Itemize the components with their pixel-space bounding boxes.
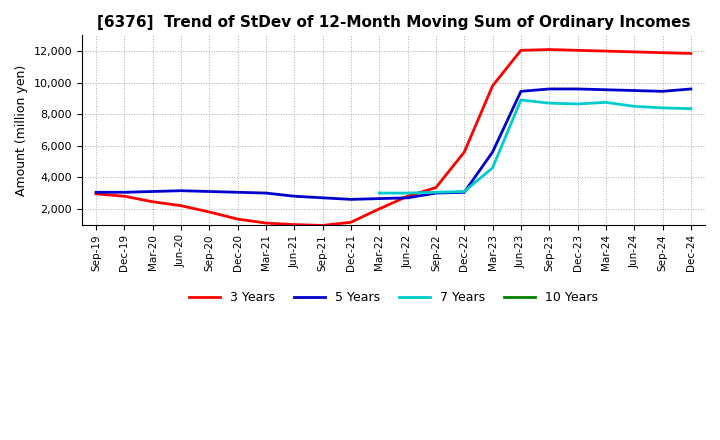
5 Years bbox=[403, 195, 412, 201]
7 Years bbox=[686, 106, 695, 111]
Line: 5 Years: 5 Years bbox=[96, 89, 690, 199]
3 Years bbox=[290, 222, 299, 227]
3 Years bbox=[545, 47, 554, 52]
5 Years bbox=[658, 89, 667, 94]
7 Years bbox=[630, 104, 639, 109]
3 Years bbox=[601, 48, 610, 54]
3 Years bbox=[573, 48, 582, 53]
5 Years bbox=[630, 88, 639, 93]
5 Years bbox=[545, 86, 554, 92]
7 Years bbox=[573, 101, 582, 106]
3 Years bbox=[403, 194, 412, 199]
3 Years bbox=[658, 50, 667, 55]
3 Years bbox=[318, 223, 327, 228]
5 Years bbox=[431, 191, 440, 196]
3 Years bbox=[431, 185, 440, 190]
3 Years bbox=[148, 199, 157, 205]
5 Years bbox=[233, 190, 242, 195]
Y-axis label: Amount (million yen): Amount (million yen) bbox=[15, 64, 28, 196]
5 Years bbox=[573, 86, 582, 92]
5 Years bbox=[346, 197, 355, 202]
7 Years bbox=[601, 100, 610, 105]
3 Years bbox=[630, 49, 639, 55]
5 Years bbox=[290, 194, 299, 199]
5 Years bbox=[686, 86, 695, 92]
Line: 3 Years: 3 Years bbox=[96, 50, 690, 225]
3 Years bbox=[460, 150, 469, 155]
5 Years bbox=[176, 188, 185, 193]
3 Years bbox=[686, 51, 695, 56]
Title: [6376]  Trend of StDev of 12-Month Moving Sum of Ordinary Incomes: [6376] Trend of StDev of 12-Month Moving… bbox=[96, 15, 690, 30]
5 Years bbox=[318, 195, 327, 201]
3 Years bbox=[205, 209, 214, 215]
5 Years bbox=[148, 189, 157, 194]
5 Years bbox=[261, 191, 270, 196]
7 Years bbox=[431, 190, 440, 195]
Legend: 3 Years, 5 Years, 7 Years, 10 Years: 3 Years, 5 Years, 7 Years, 10 Years bbox=[184, 286, 603, 309]
5 Years bbox=[601, 87, 610, 92]
3 Years bbox=[261, 220, 270, 226]
3 Years bbox=[375, 206, 384, 212]
7 Years bbox=[545, 100, 554, 106]
7 Years bbox=[516, 97, 525, 103]
3 Years bbox=[233, 216, 242, 222]
Line: 7 Years: 7 Years bbox=[379, 100, 690, 193]
7 Years bbox=[403, 191, 412, 196]
7 Years bbox=[460, 189, 469, 194]
5 Years bbox=[460, 190, 469, 195]
3 Years bbox=[91, 191, 100, 197]
5 Years bbox=[516, 89, 525, 94]
7 Years bbox=[488, 165, 497, 170]
5 Years bbox=[205, 189, 214, 194]
7 Years bbox=[658, 105, 667, 110]
3 Years bbox=[120, 194, 129, 199]
5 Years bbox=[488, 150, 497, 155]
3 Years bbox=[516, 48, 525, 53]
5 Years bbox=[120, 190, 129, 195]
7 Years bbox=[375, 191, 384, 196]
5 Years bbox=[91, 190, 100, 195]
3 Years bbox=[346, 220, 355, 225]
5 Years bbox=[375, 196, 384, 201]
3 Years bbox=[488, 83, 497, 88]
3 Years bbox=[176, 203, 185, 208]
